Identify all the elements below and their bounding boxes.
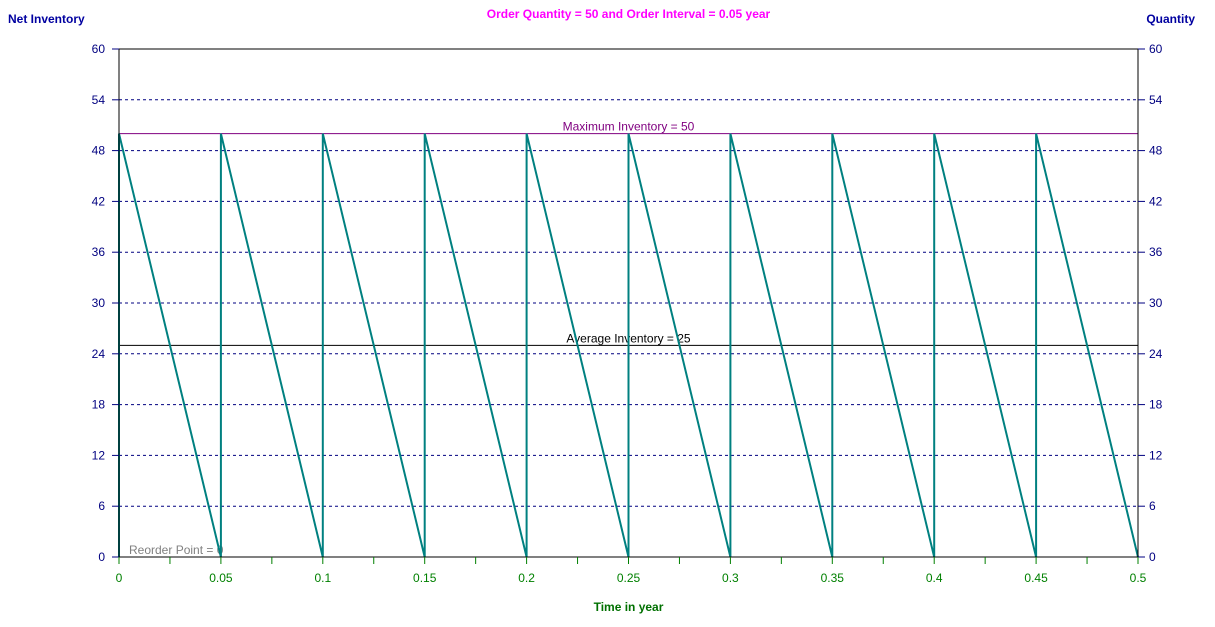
- inventory-series-line: [118, 133, 1139, 558]
- y-tick-label-right: 54: [1149, 93, 1163, 107]
- chart-title: Order Quantity = 50 and Order Interval =…: [486, 7, 771, 21]
- x-tick-label: 0.3: [722, 571, 739, 585]
- y-tick-label-right: 48: [1149, 144, 1163, 158]
- y-tick-label-right: 36: [1149, 245, 1163, 259]
- grid-layer: [119, 99, 1138, 507]
- x-tick-label: 0.05: [209, 571, 233, 585]
- reference-line-label: Maximum Inventory = 50: [563, 120, 695, 134]
- y-tick-label-left: 42: [92, 194, 106, 208]
- x-tick-label: 0.35: [821, 571, 845, 585]
- x-tick-label: 0.4: [926, 571, 943, 585]
- x-tick-label: 0.45: [1024, 571, 1048, 585]
- y-tick-label-left: 18: [92, 398, 106, 412]
- y-tick-label-left: 6: [98, 499, 105, 513]
- y-tick-label-right: 60: [1149, 42, 1163, 56]
- y-tick-label-right: 0: [1149, 550, 1156, 564]
- y-tick-label-left: 24: [92, 347, 106, 361]
- y-tick-label-left: 48: [92, 144, 106, 158]
- reference-line-label: Reorder Point = 0: [129, 543, 224, 557]
- y-tick-label-right: 12: [1149, 448, 1163, 462]
- y-axis-label-right: Quantity: [1146, 12, 1195, 26]
- x-tick-label: 0.15: [413, 571, 437, 585]
- x-tick-label: 0.5: [1130, 571, 1147, 585]
- series-layer: [118, 133, 1139, 558]
- y-tick-label-right: 30: [1149, 296, 1163, 310]
- y-tick-label-left: 30: [92, 296, 106, 310]
- x-tick-label: 0.1: [314, 571, 331, 585]
- x-tick-label: 0.25: [617, 571, 641, 585]
- x-tick-label: 0.2: [518, 571, 535, 585]
- y-tick-label-right: 18: [1149, 398, 1163, 412]
- y-tick-label-left: 12: [92, 448, 106, 462]
- y-tick-label-left: 60: [92, 42, 106, 56]
- y-tick-label-left: 36: [92, 245, 106, 259]
- y-axis-label-left: Net Inventory: [8, 12, 85, 26]
- y-tick-label-left: 0: [98, 550, 105, 564]
- y-tick-label-right: 42: [1149, 194, 1163, 208]
- y-tick-label-left: 54: [92, 93, 106, 107]
- x-tick-label: 0: [116, 571, 123, 585]
- y-tick-label-right: 6: [1149, 499, 1156, 513]
- x-axis-label: Time in year: [593, 600, 664, 614]
- y-tick-label-right: 24: [1149, 347, 1163, 361]
